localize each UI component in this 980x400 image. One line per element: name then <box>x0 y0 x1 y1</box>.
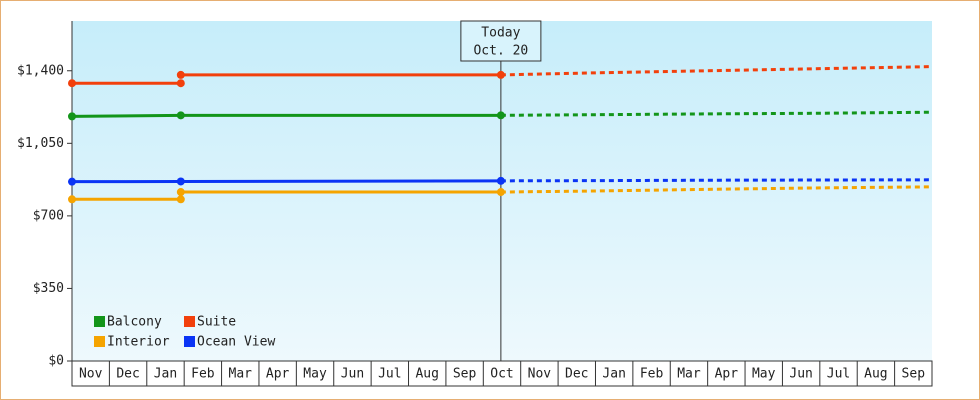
forecast-line <box>500 110 933 117</box>
x-tick-label: May <box>752 367 776 382</box>
x-tick-label: Aug <box>415 367 438 382</box>
x-tick-label: Nov <box>79 367 103 382</box>
legend-label: Interior <box>107 335 170 350</box>
x-tick-label: Apr <box>715 367 739 382</box>
x-tick-label: Apr <box>266 367 290 382</box>
x-axis-box <box>71 360 933 387</box>
price-point <box>68 79 76 88</box>
x-tick-label: Mar <box>229 367 253 382</box>
x-tick-label: Feb <box>191 367 215 382</box>
price-point <box>496 70 505 79</box>
price-point <box>176 188 185 197</box>
price-line <box>71 113 501 118</box>
price-point <box>496 111 505 120</box>
legend-swatch <box>184 336 195 347</box>
x-tick-label: Jan <box>602 367 625 382</box>
x-tick-label: May <box>303 367 327 382</box>
forecast-line <box>500 65 933 77</box>
y-tick-label: $700 <box>33 208 64 223</box>
x-tick-label: Aug <box>864 367 887 382</box>
forecast-line <box>500 178 933 183</box>
x-tick-label: Jun <box>789 367 812 382</box>
x-tick-label: Sep <box>453 367 477 382</box>
price-point <box>496 176 505 185</box>
price-point <box>176 79 185 88</box>
legend-label: Ocean View <box>197 335 275 350</box>
price-point <box>68 177 76 186</box>
legend-swatch <box>94 316 105 327</box>
legend-swatch <box>184 316 195 327</box>
today-label: Today <box>481 26 520 41</box>
x-tick-label: Feb <box>640 367 664 382</box>
forecast-line <box>500 185 933 194</box>
price-point <box>176 111 185 120</box>
x-tick-label: Mar <box>677 367 701 382</box>
price-point <box>496 188 505 197</box>
x-tick-label: Nov <box>528 367 552 382</box>
y-tick-label: $350 <box>33 281 64 296</box>
today-box <box>460 20 542 62</box>
price-line <box>71 179 501 184</box>
x-tick-label: Jan <box>154 367 177 382</box>
price-point <box>68 195 76 204</box>
x-tick-label: Jul <box>827 367 850 382</box>
y-tick-label: $0 <box>48 354 64 369</box>
price-point <box>68 112 76 121</box>
x-tick-label: Sep <box>902 367 926 382</box>
x-tick-label: Jun <box>341 367 364 382</box>
x-tick-label: Dec <box>116 367 139 382</box>
x-tick-label: Oct <box>490 367 513 382</box>
price-point <box>176 70 185 79</box>
x-tick-label: Dec <box>565 367 588 382</box>
y-tick-label: $1,050 <box>17 136 64 151</box>
legend-label: Balcony <box>107 315 162 330</box>
today-date: Oct. 20 <box>473 44 528 59</box>
legend-swatch <box>94 336 105 347</box>
legend-label: Suite <box>197 315 236 330</box>
price-point <box>176 195 185 204</box>
y-tick-label: $1,400 <box>17 63 64 78</box>
x-tick-label: Jul <box>378 367 401 382</box>
price-point <box>176 177 185 186</box>
